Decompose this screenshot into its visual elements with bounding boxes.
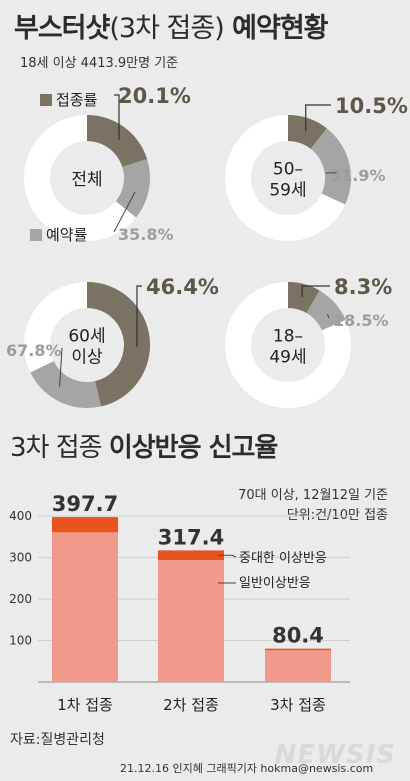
donut-center-label: 50– [273,160,303,180]
donut-center-label: 이상 [71,348,103,368]
x-category-label: 1차 접종 [57,696,113,714]
vaccinated-leader-line [114,94,120,140]
y-tick-label: 100 [9,634,32,648]
reserved-leader-line [113,191,136,233]
bar-chart-note-basis: 70대 이상, 12월12일 기준 [238,488,388,503]
vaccinated-rate-label: 10.5% [335,94,408,118]
donut-vaccinated-arc [288,115,327,149]
vaccinated-rate-label: 8.3% [334,275,392,299]
y-tick-label: 300 [9,551,32,565]
bar-severe-reaction [158,550,224,561]
vaccinated-rate-label: 20.1% [118,84,191,108]
legend-vaccinated-label: 접종률 [56,91,98,109]
legend-vaccinated-swatch [40,94,52,106]
vaccinated-rate-label: 46.4% [146,275,219,299]
credit-line: 21.12.16 인지혜 그래픽기자 hokma@newsis.com [120,762,374,775]
bar-chart-title: 3차 접종 이상반응 신고율 [10,433,278,463]
reserved-leader-line [326,313,330,319]
reserved-leader-line [59,347,63,387]
newsis-logo: NEWSIS [274,740,396,770]
donut-vaccinated-arc [87,282,151,407]
legend-reserved-label: 예약률 [46,226,88,244]
bar-total-label: 317.4 [158,525,224,549]
page-subtitle: 18세 이상 4413.9만명 기준 [20,56,179,71]
reserved-rate-label: 18.5% [333,311,389,330]
source-note: 자료:질병관리청 [10,732,105,748]
donut-center-label: 49세 [269,348,306,368]
y-tick-label: 200 [9,592,32,606]
y-tick-label: 400 [9,509,32,523]
bar-general-reaction [158,560,224,682]
vaccinated-leader-line [301,285,330,298]
bar-severe-reaction [52,517,118,533]
x-category-label: 3차 접종 [270,696,326,714]
donut-0: 전체 20.1% 35.8% [24,84,191,244]
donut-vaccinated-arc [87,115,148,167]
donut-center-label: 전체 [71,170,102,190]
general-series-label: 일반이상반응 [239,576,311,591]
donut-vaccinated-arc [288,282,320,313]
reserved-rate-label: 31.9% [330,166,386,185]
severe-leader-line [218,554,237,558]
x-category-label: 2차 접종 [163,696,219,714]
donut-center-label: 59세 [269,181,306,201]
donut-center-label: 60세 [68,327,105,347]
vaccinated-leader-line [305,104,331,132]
legend-reserved-swatch [30,229,42,241]
vaccinated-leader-line [136,285,142,347]
reserved-rate-label: 67.8% [6,341,62,360]
reserved-rate-label: 35.8% [118,225,174,244]
donut-3: 18–49세 8.3% 18.5% [225,275,392,408]
bar-severe-reaction [265,648,331,651]
page-title: 부스터샷(3차 접종) 예약현황 [14,13,329,44]
donut-1: 50–59세 10.5% 31.9% [225,94,408,241]
severe-series-label: 중대한 이상반응 [239,551,327,566]
bar-total-label: 80.4 [272,624,324,648]
bar-general-reaction [265,649,331,682]
bar-general-reaction [52,532,118,682]
bar-chart-note-unit: 단위:건/10만 접종 [286,508,388,523]
bar-total-label: 397.7 [52,492,118,516]
donut-center-label: 18– [273,327,303,347]
